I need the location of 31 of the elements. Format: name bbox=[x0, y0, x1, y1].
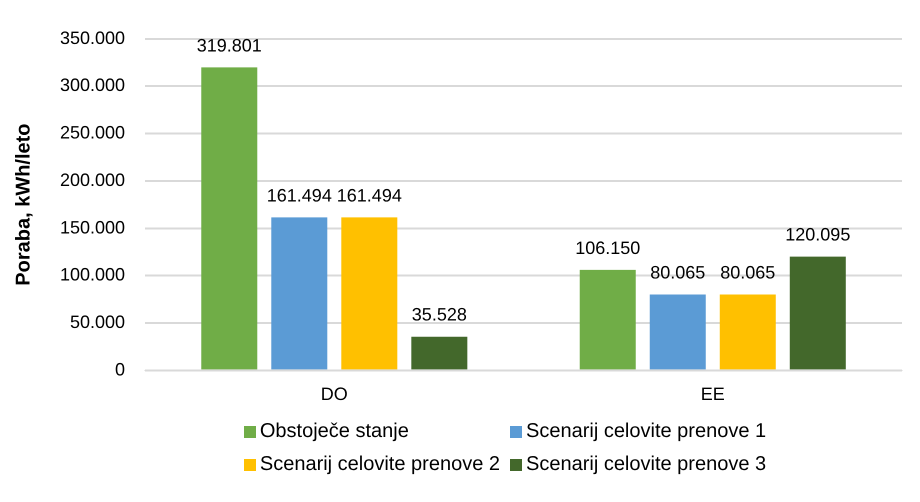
bar bbox=[580, 270, 636, 370]
legend-label: Scenarij celovite prenove 2 bbox=[260, 453, 500, 476]
data-label: 120.095 bbox=[785, 224, 850, 245]
y-tick-label: 300.000 bbox=[60, 75, 126, 96]
y-tick-label: 150.000 bbox=[60, 217, 126, 238]
legend-label: Scenarij celovite prenove 3 bbox=[526, 453, 766, 476]
bar bbox=[201, 67, 258, 370]
legend-label: Obstoječe stanje bbox=[260, 420, 409, 443]
data-label: 161.494 bbox=[266, 185, 332, 206]
y-tick-label: 250.000 bbox=[60, 122, 126, 143]
data-label: 319.801 bbox=[196, 35, 262, 56]
data-label: 161.494 bbox=[336, 185, 402, 206]
y-tick-label: 50.000 bbox=[70, 312, 126, 332]
y-tick-label: 0 bbox=[115, 359, 126, 380]
data-label: 80.065 bbox=[650, 262, 706, 283]
y-tick-label: 200.000 bbox=[60, 170, 126, 190]
bar bbox=[720, 294, 776, 370]
x-tick-label: EE bbox=[700, 384, 725, 404]
data-label: 35.528 bbox=[412, 304, 467, 325]
data-label: 106.150 bbox=[575, 238, 640, 258]
x-tick-label: DO bbox=[320, 384, 348, 404]
bar bbox=[790, 256, 846, 370]
legend-label: Scenarij celovite prenove 1 bbox=[526, 420, 766, 443]
data-label: 80.065 bbox=[720, 262, 776, 283]
bar bbox=[650, 294, 706, 370]
bar bbox=[271, 217, 328, 370]
y-axis-title: Poraba, kWh/leto bbox=[12, 123, 35, 286]
y-tick-label: 100.000 bbox=[60, 264, 126, 285]
bar bbox=[341, 217, 398, 370]
bar bbox=[411, 336, 468, 370]
y-tick-label: 350.000 bbox=[60, 28, 126, 48]
